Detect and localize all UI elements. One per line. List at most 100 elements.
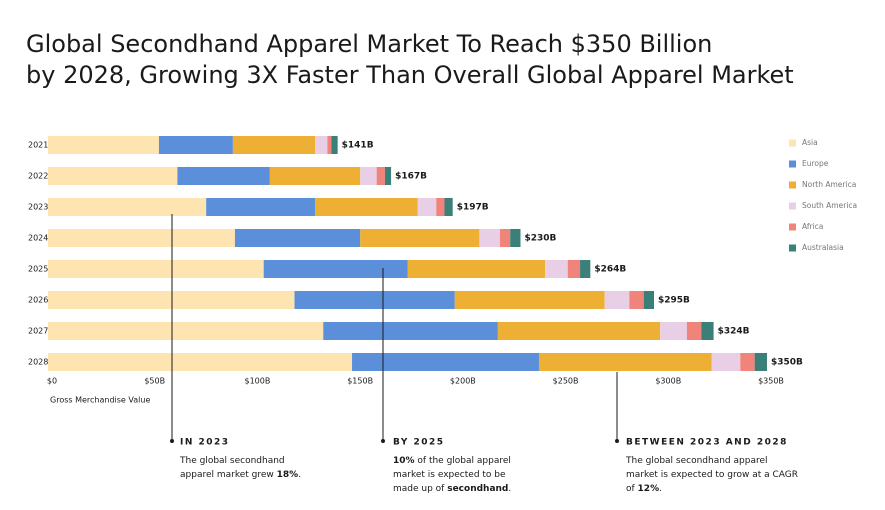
bar-segment bbox=[497, 322, 661, 340]
annotation-segment: of bbox=[626, 484, 638, 494]
bar-segment bbox=[454, 291, 605, 309]
bar-segment bbox=[740, 353, 755, 371]
x-tick-label: $150B bbox=[347, 377, 373, 386]
bar-segment bbox=[754, 353, 767, 371]
bar-segment bbox=[580, 260, 591, 278]
y-tick-label: 2028 bbox=[28, 358, 48, 367]
x-axis-label: Gross Merchandise Value bbox=[50, 396, 150, 405]
y-tick-label: 2021 bbox=[28, 141, 48, 150]
total-label: $197B bbox=[457, 203, 489, 213]
bar-segment bbox=[48, 291, 295, 309]
x-tick-label: $300B bbox=[655, 377, 681, 386]
annotation-segment: 10% bbox=[393, 456, 415, 466]
x-tick-label: $100B bbox=[244, 377, 270, 386]
y-tick-label: 2022 bbox=[28, 172, 48, 181]
bar-segment bbox=[407, 260, 546, 278]
bar-segment bbox=[327, 136, 332, 154]
annotation-dot bbox=[170, 439, 174, 443]
annotation-segment: of the global apparel bbox=[415, 456, 511, 466]
y-tick-label: 2023 bbox=[28, 203, 48, 212]
annotation-heading: BY 2025 bbox=[393, 438, 445, 448]
bar-segment bbox=[567, 260, 581, 278]
bar-segment bbox=[711, 353, 741, 371]
bar-segment bbox=[360, 167, 377, 185]
x-tick-label: $50B bbox=[144, 377, 165, 386]
bar-segment bbox=[315, 198, 418, 216]
x-tick-label: $0 bbox=[47, 377, 57, 386]
bar-segment bbox=[360, 229, 480, 247]
bar-segment bbox=[604, 291, 630, 309]
annotation-heading: IN 2023 bbox=[180, 438, 230, 448]
bar-segment bbox=[48, 167, 178, 185]
annotation-text: of 12%. bbox=[626, 484, 662, 494]
bar-segment bbox=[436, 198, 445, 216]
bar-segment bbox=[48, 260, 264, 278]
annotation-segment: secondhand bbox=[447, 484, 508, 494]
annotation-text: The global secondhand apparel bbox=[625, 456, 768, 466]
total-label: $230B bbox=[524, 234, 556, 244]
annotation-segment: The global secondhand bbox=[179, 456, 285, 466]
bar-segment bbox=[323, 322, 498, 340]
y-tick-label: 2024 bbox=[28, 234, 48, 243]
annotation-segment: The global secondhand apparel bbox=[625, 456, 768, 466]
y-tick-label: 2026 bbox=[28, 296, 48, 305]
annotation-text: apparel market grew 18%. bbox=[180, 470, 301, 480]
annotation-segment: made up of bbox=[393, 484, 447, 494]
bar-segment bbox=[315, 136, 328, 154]
annotation-text: made up of secondhand. bbox=[393, 484, 511, 494]
annotation-segment: 18% bbox=[277, 470, 299, 480]
bar-segment bbox=[629, 291, 644, 309]
annotation-text: market is expected to grow at a CAGR bbox=[626, 470, 798, 480]
bar-segment bbox=[234, 229, 361, 247]
bar-segment bbox=[263, 260, 408, 278]
annotation-dot bbox=[615, 439, 619, 443]
bar-segment bbox=[206, 198, 316, 216]
bar-segment bbox=[444, 198, 453, 216]
annotation-dot bbox=[381, 439, 385, 443]
x-tick-label: $200B bbox=[450, 377, 476, 386]
bar-segment bbox=[48, 136, 159, 154]
legend-swatch bbox=[789, 181, 796, 189]
bar-segment bbox=[331, 136, 338, 154]
x-tick-label: $250B bbox=[553, 377, 579, 386]
bar-segment bbox=[417, 198, 437, 216]
bar-segment bbox=[158, 136, 233, 154]
legend-label: North America bbox=[802, 180, 856, 189]
bar-segment bbox=[686, 322, 702, 340]
annotation-segment: . bbox=[298, 470, 301, 480]
bar-segment bbox=[48, 229, 235, 247]
annotation-segment: market is expected to be bbox=[393, 470, 506, 480]
bar-segment bbox=[499, 229, 511, 247]
annotation-segment: apparel market grew bbox=[180, 470, 277, 480]
legend-label: South America bbox=[802, 201, 857, 210]
bar-segment bbox=[177, 167, 270, 185]
bar-segment bbox=[545, 260, 568, 278]
bar-segment bbox=[269, 167, 361, 185]
bar-segment bbox=[538, 353, 712, 371]
annotation-text: market is expected to be bbox=[393, 470, 506, 480]
annotation-text: 10% of the global apparel bbox=[393, 456, 511, 466]
legend-swatch bbox=[789, 223, 796, 231]
x-tick-label: $350B bbox=[758, 377, 784, 386]
total-label: $141B bbox=[342, 141, 374, 151]
legend-label: Europe bbox=[802, 159, 829, 168]
total-label: $264B bbox=[594, 265, 626, 275]
y-tick-label: 2025 bbox=[28, 265, 48, 274]
legend-swatch bbox=[789, 139, 796, 147]
total-label: $350B bbox=[771, 358, 803, 368]
bar-segment bbox=[479, 229, 500, 247]
legend-swatch bbox=[789, 202, 796, 210]
legend-swatch bbox=[789, 160, 796, 168]
bar-segment bbox=[510, 229, 521, 247]
bar-segment bbox=[376, 167, 385, 185]
bar-segment bbox=[660, 322, 687, 340]
legend-swatch bbox=[789, 244, 796, 252]
annotation-segment: market is expected to grow at a CAGR bbox=[626, 470, 798, 480]
total-label: $324B bbox=[718, 327, 750, 337]
bar-segment bbox=[701, 322, 714, 340]
bar-segment bbox=[232, 136, 316, 154]
bar-segment bbox=[294, 291, 455, 309]
total-label: $295B bbox=[658, 296, 690, 306]
bar-segment bbox=[643, 291, 655, 309]
